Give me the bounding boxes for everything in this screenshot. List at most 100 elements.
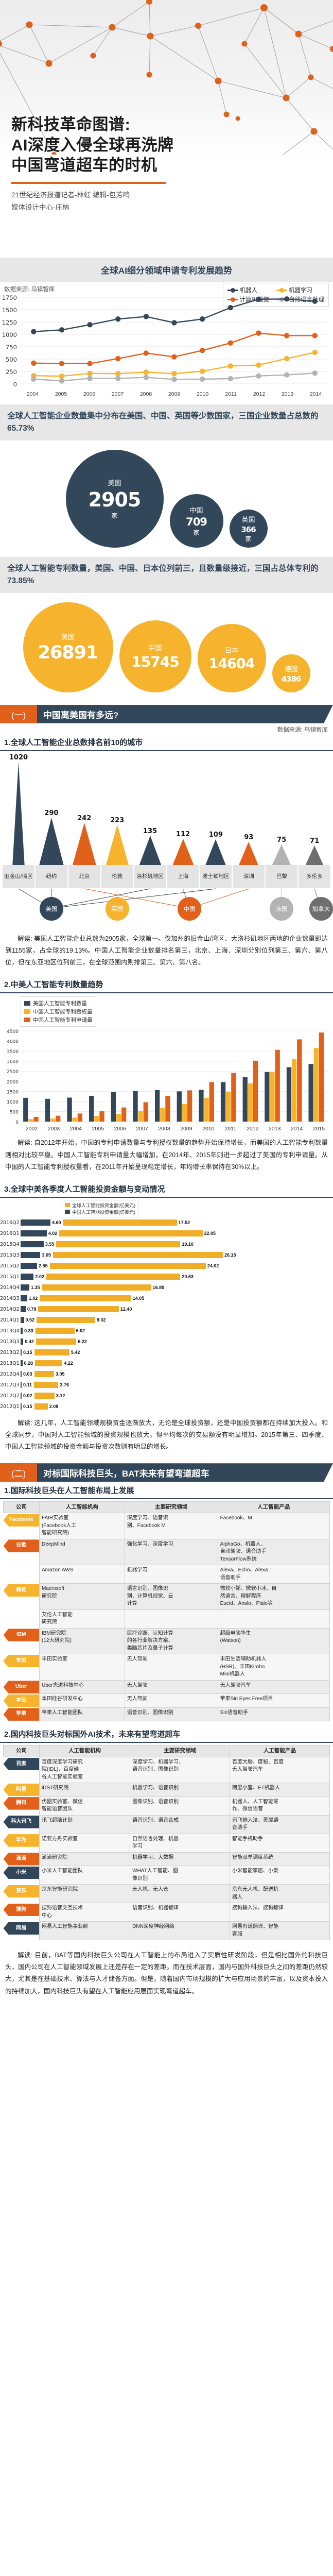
triangle-icon: [172, 839, 194, 866]
table-row: 丰田 丰田实验室 无人驾驶 丰田生活辅助机器人 (HSR)、丰田Kirobo Mini…: [3, 1654, 330, 1681]
company-tag: 滴滴: [3, 1853, 39, 1866]
china-bar: [21, 1230, 47, 1237]
quarter-label: 2016Q2: [0, 1219, 20, 1226]
quarter-label: 2014Q4: [0, 1284, 20, 1291]
city-value: 93: [244, 834, 254, 842]
china-bar: [21, 1328, 23, 1334]
company-cell: IBM: [3, 1628, 40, 1654]
company-cell: 丰田: [3, 1654, 40, 1681]
org-cell: 搜狗语音交互技术 中心: [39, 1903, 131, 1922]
bubble-country: 日本: [224, 646, 238, 654]
org-cell: FAIR实验室 (Facebook人工 智能研究院): [39, 1513, 125, 1539]
city-label: 伦敦: [101, 865, 133, 888]
global-value: 12.40: [120, 1307, 132, 1312]
patent-band-text: 全球人工智能专利数量，美国、中国、日本位列前三，且数量级接近，三国占总体专利的7…: [7, 564, 319, 586]
investment-row: 2016Q1 4.02 22.05: [0, 1228, 333, 1239]
china-value: 0.33: [24, 1328, 33, 1334]
table-row: 艾伦人工智能 研究院: [4, 1609, 330, 1629]
global-bar: [35, 1360, 63, 1367]
company-cell: 科大讯飞: [3, 1815, 40, 1834]
global-bar: [42, 1284, 151, 1291]
svg-text:1250: 1250: [2, 319, 17, 326]
china-value: 0.03: [23, 1371, 32, 1377]
x-tick: 2008: [139, 391, 152, 397]
investment-row: 2013Q3 0.42 6.22: [0, 1336, 333, 1347]
table-row: 微软 Macrosoft 研究院 语言识别、图像识 别、计算机视觉、云 计算 微软小娜、…: [3, 1583, 330, 1610]
org-cell: 京东智能研究院: [39, 1884, 131, 1904]
global-value: 17.52: [178, 1220, 190, 1226]
company-tag: 微软: [3, 1584, 39, 1597]
investment-row: 2013Q2 0.15 5.42: [0, 1347, 333, 1358]
domestic-ai-table-wrap: 公司 人工智能机构 主要研究领域 人工智能产品 百度 百度深度学习研究 院(IDL)、百度…: [0, 1743, 333, 1944]
legend-global-investment: 全球人工智能投资金额(亿美元): [65, 1202, 135, 1209]
investment-row: 2014Q1 0.52 9.02: [0, 1315, 333, 1326]
bar-chart-legend: 美国人工智能专利数量 中国人工智能专利授权量 中国人工智能专利申请量: [21, 996, 96, 1027]
china-bar: [21, 1219, 51, 1226]
global-value: 16.80: [152, 1285, 165, 1291]
bubble-中国: 中国 709 家: [169, 494, 223, 548]
china-value: 0.52: [25, 1317, 35, 1323]
investment-row: 2015Q3 3.05 26.15: [0, 1250, 333, 1261]
company-tag: 百度: [3, 1757, 39, 1771]
field-cell: 自然语言处理、机器 学习: [130, 1833, 231, 1853]
product-cell: 搜狗输入法、搜狗翻译: [230, 1903, 330, 1922]
org-cell: Amazon AWS: [39, 1565, 125, 1584]
product-cell: 讯飞输入法、灵犀语 音助手: [230, 1815, 330, 1834]
field-cell: 机器学习: [124, 1565, 218, 1584]
section-two-title: 对标国际科技巨头，BAT未来有望弯道超车: [37, 1463, 333, 1482]
product-cell: 智能手机助手: [230, 1833, 330, 1853]
x-tick: 2012: [247, 1126, 259, 1132]
org-cell: 艾伦人工智能 研究院: [39, 1609, 125, 1629]
bubble-美国: 美国 26891: [23, 602, 113, 693]
company-tag: 腾讯: [3, 1797, 39, 1810]
china-bar: [21, 1274, 34, 1280]
table-row: 百度 百度深度学习研究 院(IDL)、百度硅 谷人工智能实验室 深度学习、机器学习、语…: [3, 1756, 330, 1784]
city-bar-5: 112: [167, 831, 200, 866]
table-row: IBM IBM研究院 (12大研究院) 医疗诊断、认知计算 的各行业解决方案、 类脑芯片…: [3, 1628, 330, 1655]
city-bar-7: 93: [232, 834, 265, 866]
field-cell: 强化学习、深度学习: [124, 1538, 218, 1566]
global-bar: [35, 1328, 75, 1334]
x-tick: 2003: [47, 1126, 60, 1132]
china-bar: [21, 1317, 24, 1324]
legend-item-ml: 机器学习: [276, 286, 324, 294]
field-cell: 语音识别、语音合成: [130, 1815, 231, 1834]
company-cell: 腾讯: [3, 1797, 40, 1815]
country-node-英国: 英国: [105, 897, 129, 921]
triangle-icon: [205, 839, 226, 866]
product-cell: 丰田生活辅助机器人 (HSR)、丰田Kirobo Mini机器人: [217, 1654, 330, 1681]
line-chart-x-axis: 2004 2005 2006 2007 2008 2009 2010 2011 2012 2013…: [0, 391, 333, 397]
legend-cn-applied: 中国人工智能专利申请量: [24, 1016, 93, 1024]
product-cell: AlphaGo、机器人、 自动驾驶、语音助手 TensorFlow系统: [217, 1538, 330, 1566]
city-label: 波士顿地区: [200, 865, 232, 888]
global-bar: [63, 1219, 177, 1226]
paragraph-4: 解读: 目前，BAT等国内科技巨头公司在人工智能上的布局进入了实质性研发阶段，但…: [5, 1952, 328, 1995]
company-cell: 搜狗: [3, 1903, 40, 1922]
field-cell: 机器学习、语音识别: [130, 1783, 231, 1797]
product-cell: [217, 1609, 330, 1629]
triangle-icon: [106, 825, 129, 866]
city-label: 上海: [167, 865, 199, 888]
triangle-icon: [305, 845, 324, 866]
china-value: 1.02: [28, 1296, 38, 1301]
subsection-3-title: 3.全球中美各季度人工智能投资金额与变动情况: [0, 1180, 333, 1198]
subsection-domestic-title: 2.国内科技巨头对标国外AI技术，未来有望弯道超车: [0, 1725, 333, 1743]
quarter-label: 2015Q1: [0, 1274, 20, 1280]
field-cell: 语音识别、图像识别: [124, 1707, 218, 1722]
country-node-法国: 法国: [270, 897, 294, 921]
city-value: 109: [208, 831, 223, 839]
city-value: 242: [77, 815, 92, 823]
svg-text:1000: 1000: [7, 1100, 19, 1105]
field-cell: 医疗诊断、认知计算 的各行业解决方案、 类脑芯片及量子计算: [124, 1628, 218, 1655]
table-row: 本田 本田硅谷研发中心 无人驾驶 苹果Siri Eyes Free项目: [3, 1693, 330, 1708]
company-tag: 小米: [3, 1866, 39, 1879]
china-value: 3.55: [45, 1242, 55, 1247]
china-bar: [21, 1338, 24, 1345]
china-bar: [21, 1403, 22, 1410]
global-value: 3.05: [56, 1371, 65, 1377]
org-cell: 百度深度学习研究 院(IDL)、百度硅 谷人工智能实验室: [39, 1756, 131, 1784]
city-value: 112: [176, 831, 190, 839]
city-label: 洛杉矶地区: [134, 865, 166, 888]
product-cell: 小米智能家居、小爱: [230, 1866, 330, 1885]
bubble-country: 中国: [148, 644, 162, 652]
